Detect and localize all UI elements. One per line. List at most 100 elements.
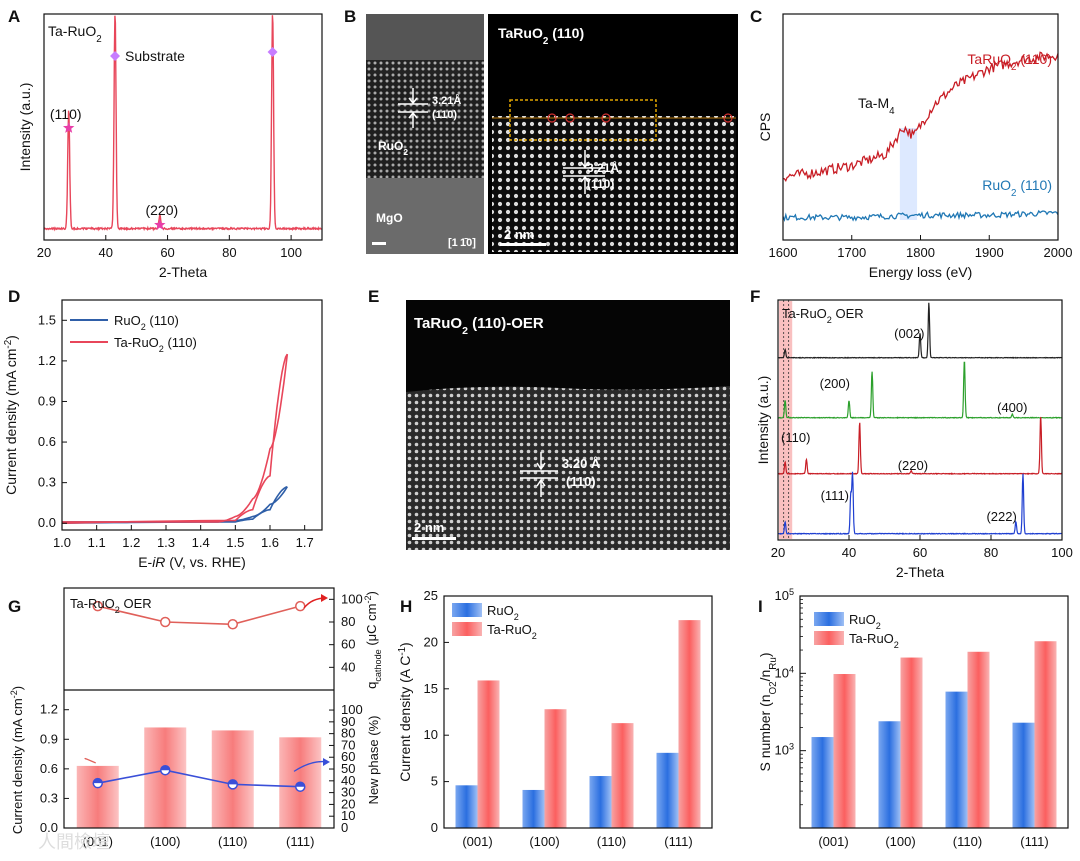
new-phase-point-fill <box>295 782 305 787</box>
axis-y-H-tick-label: 0 <box>431 820 438 835</box>
bar-ta-ruo2 <box>967 651 990 828</box>
axis-y-right-tick-label: 60 <box>341 749 355 764</box>
cv-backward-1 <box>61 353 289 524</box>
arrow-head <box>321 594 328 602</box>
axis-y-top-tick-label: 40 <box>341 659 355 674</box>
axis-y-D-tick-label: 0.9 <box>38 393 56 408</box>
bar-ruo2 <box>455 785 478 828</box>
axis-x-D-tick-label: 1.4 <box>192 535 210 550</box>
axis-x-D-tick-label: 1.2 <box>122 535 140 550</box>
plane-label-left: (110) <box>432 109 457 121</box>
axis-x-A-tick-label: 60 <box>160 245 174 260</box>
axis-x-label-C: Energy loss (eV) <box>869 264 972 280</box>
legend-swatch-ruo2 <box>814 612 844 626</box>
axis-y-H-tick-label: 15 <box>424 681 438 696</box>
axis-y-label-C: CPS <box>757 113 773 142</box>
axis-x-A-tick-label: 100 <box>280 245 302 260</box>
axis-x-D-tick-label: 1.0 <box>53 535 71 550</box>
xrd-trace-blue <box>777 471 1062 536</box>
axis-y-left-tick-label: 1.2 <box>40 702 58 717</box>
ta-site-circle <box>723 113 733 123</box>
bar-ta-ruo2 <box>611 723 634 828</box>
q-cathode-point <box>227 619 238 630</box>
axis-y-right-tick-label: 0 <box>341 820 348 835</box>
axis-y-D-tick-label: 0.0 <box>38 515 56 530</box>
axis-x-D-tick-label: 1.1 <box>88 535 106 550</box>
xrd-trace-ta-ruo2 <box>43 15 322 232</box>
axis-x-I-tick-label: (001) <box>818 834 848 849</box>
axis-x-D-tick-label: 1.3 <box>157 535 175 550</box>
axis-y-D-tick-label: 1.2 <box>38 353 56 368</box>
cv-forward-1 <box>62 354 289 523</box>
axis-y-left-tick-label: 0.9 <box>40 731 58 746</box>
axis-x-A-tick-label: 20 <box>37 245 51 260</box>
xrd-trace-taC <box>778 416 1063 476</box>
axis-x-F-tick-label: 60 <box>913 545 927 560</box>
current-density-bar <box>144 727 187 828</box>
axis-y-right-tick-label: 50 <box>341 761 355 776</box>
ta-site-circle <box>565 113 575 123</box>
axis-y-right-tick-label: 10 <box>341 808 355 823</box>
axis-x-G-tick-label: (110) <box>218 834 247 849</box>
axis-y-D-tick-label: 1.5 <box>38 312 56 327</box>
axis-y-right-tick-label: 20 <box>341 796 355 811</box>
axis-y-label-D: Current density (mA cm-2) <box>3 335 20 495</box>
annotation-ta-m4: Ta-M4 <box>858 95 895 117</box>
panel-label-F: F <box>750 287 760 306</box>
plot-frame-H <box>443 595 713 829</box>
peak-label-F: (111) <box>821 488 849 503</box>
axis-x-I-tick-label: (100) <box>885 834 915 849</box>
axis-y-left-tick-label: 0.3 <box>40 790 58 805</box>
legend-label-ruo2: RuO2 (110) <box>114 313 179 332</box>
q-cathode-point <box>295 600 306 612</box>
axis-x-C-tick-label: 1800 <box>906 245 935 260</box>
peak-label-F: (400) <box>997 400 1027 415</box>
bar-ruo2 <box>656 752 679 828</box>
spacing-arrows <box>408 88 418 128</box>
panel-label-C: C <box>750 7 762 26</box>
axis-x-D-tick-label: 1.5 <box>226 535 244 550</box>
axis-x-I-tick-label: (110) <box>953 834 982 849</box>
axis-y-left-tick-label: 0.6 <box>40 761 58 776</box>
peak-label-110: (110) <box>50 106 82 122</box>
axis-y-left-tick-label: 0.0 <box>40 820 58 835</box>
bar-ruo2 <box>1012 722 1035 828</box>
peak-label-F: (222) <box>986 509 1016 524</box>
haadf-image-E-lattice <box>406 386 730 550</box>
axis-y-right-label-G: New phase (%) <box>366 716 381 805</box>
axis-y-label-F: Intensity (a.u.) <box>755 376 771 465</box>
arrow-head <box>323 757 330 766</box>
scale-bar-label-E: 2 nm <box>414 520 444 535</box>
axis-y-I-tick-label: 104 <box>774 664 794 680</box>
axis-x-D-tick-label: 1.6 <box>261 535 279 550</box>
q-cathode-point <box>92 600 103 612</box>
series-label-ruo2: RuO2 (110) <box>982 177 1052 199</box>
highlight-box <box>509 99 657 141</box>
bar-ruo2 <box>589 776 612 828</box>
axis-y-right-tick-label: 100 <box>341 702 363 717</box>
q-cathode-point <box>160 616 171 628</box>
zone-axis-2: 1̄0] <box>460 237 476 249</box>
plane-label-E: (110) <box>566 474 596 489</box>
panel-label-B: B <box>344 7 356 26</box>
bar-ruo2 <box>811 737 834 828</box>
scale-bar-right <box>500 243 546 246</box>
spacing-label-left: 3.21Å <box>432 94 461 107</box>
axis-x-A-tick-label: 40 <box>99 245 113 260</box>
axis-y-top-tick-label: 100 <box>341 591 363 606</box>
ta-ruo2-oer-band <box>779 301 793 539</box>
axis-x-G-tick-label: (100) <box>150 834 180 849</box>
new-phase-line <box>97 769 301 788</box>
plane-label-right: (110) <box>587 177 614 191</box>
peak-label-F: (002) <box>894 326 924 341</box>
axis-x-label-F: 2-Theta <box>896 564 944 580</box>
axis-y-right-tick-label: 70 <box>341 737 355 752</box>
bar-ruo2 <box>878 721 901 828</box>
haadf-image-right-lattice <box>492 116 736 252</box>
xrd-trace-green <box>777 361 1062 420</box>
panel-label-I: I <box>758 597 763 616</box>
bar-ruo2 <box>945 691 968 828</box>
label-mgo: MgO <box>376 211 403 225</box>
axis-x-F-tick-label: 20 <box>771 545 785 560</box>
